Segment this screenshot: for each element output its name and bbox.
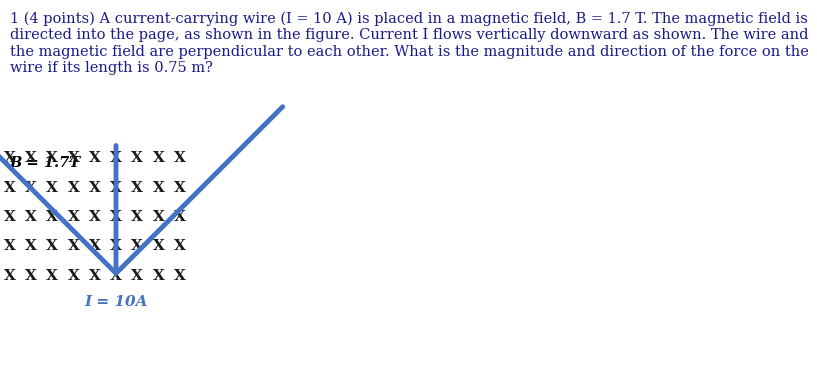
Text: X: X — [110, 210, 122, 224]
Text: X: X — [153, 269, 164, 283]
Text: X: X — [47, 210, 58, 224]
Text: I = 10A: I = 10A — [84, 295, 148, 309]
Text: X: X — [174, 239, 185, 253]
Text: 1 (4 points) A current-carrying wire (I = 10 A) is placed in a magnetic field, B: 1 (4 points) A current-carrying wire (I … — [10, 12, 809, 75]
Text: X: X — [132, 239, 143, 253]
Text: X: X — [153, 181, 164, 195]
Text: X: X — [110, 151, 122, 165]
Text: X: X — [68, 181, 79, 195]
Text: X: X — [132, 151, 143, 165]
Text: B = 1.7T: B = 1.7T — [10, 156, 81, 170]
Text: X: X — [25, 239, 37, 253]
Text: X: X — [89, 181, 100, 195]
Text: X: X — [47, 269, 58, 283]
Text: X: X — [68, 269, 79, 283]
Text: X: X — [153, 239, 164, 253]
Text: X: X — [110, 239, 122, 253]
Text: X: X — [25, 151, 37, 165]
Text: X: X — [4, 151, 16, 165]
Text: X: X — [89, 239, 100, 253]
Text: X: X — [68, 151, 79, 165]
Text: X: X — [25, 269, 37, 283]
Text: X: X — [132, 210, 143, 224]
Text: X: X — [89, 269, 100, 283]
Text: X: X — [153, 210, 164, 224]
Text: X: X — [89, 151, 100, 165]
Text: X: X — [25, 181, 37, 195]
Text: X: X — [89, 210, 100, 224]
Text: X: X — [47, 181, 58, 195]
Text: X: X — [174, 269, 185, 283]
Text: X: X — [4, 239, 16, 253]
Text: X: X — [132, 181, 143, 195]
Text: X: X — [132, 269, 143, 283]
Text: X: X — [174, 181, 185, 195]
Text: X: X — [4, 181, 16, 195]
Text: X: X — [153, 151, 164, 165]
Text: X: X — [68, 239, 79, 253]
Text: X: X — [25, 210, 37, 224]
Text: X: X — [110, 181, 122, 195]
Text: X: X — [110, 269, 122, 283]
Text: X: X — [68, 210, 79, 224]
Text: X: X — [47, 239, 58, 253]
Text: X: X — [4, 269, 16, 283]
Text: X: X — [47, 151, 58, 165]
Text: X: X — [4, 210, 16, 224]
Text: X: X — [174, 210, 185, 224]
Text: X: X — [174, 151, 185, 165]
